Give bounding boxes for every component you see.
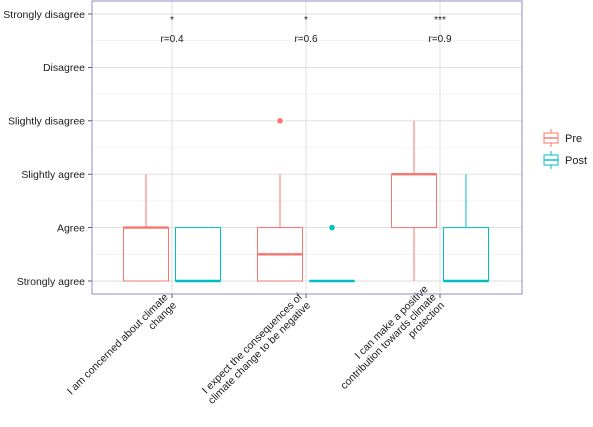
box-body xyxy=(175,227,221,282)
significance-annotations: * r=0.4 * r=0.6 *** r=0.9 xyxy=(160,15,452,45)
legend: Pre Post xyxy=(543,129,587,169)
box-pre-3 xyxy=(391,120,437,281)
y-tick-label: Slightly disagree xyxy=(8,116,85,128)
x-tick-label-line: I expect the consequences of xyxy=(200,291,305,396)
panel-border xyxy=(91,0,523,295)
legend-item-post: Post xyxy=(543,151,587,169)
y-tick-label: Strongly disagree xyxy=(3,9,85,21)
legend-label: Post xyxy=(565,155,587,167)
legend-item-pre: Pre xyxy=(543,129,582,147)
y-tick-label: Disagree xyxy=(43,62,85,74)
y-axis-tick-labels: Strongly agree Agree Slightly agree Slightl… xyxy=(3,9,92,288)
box-post-3 xyxy=(443,174,489,283)
box-body xyxy=(443,227,489,282)
x-tick-label-line: climate change to be negative xyxy=(206,299,313,406)
effect-size-label: r=0.6 xyxy=(294,34,318,45)
y-tick-label: Agree xyxy=(57,222,85,234)
box-post-2 xyxy=(309,224,355,283)
outlier-point xyxy=(329,224,335,231)
effect-size-label: r=0.4 xyxy=(160,34,184,45)
box-post-1 xyxy=(175,227,221,283)
significance-stars: * xyxy=(304,15,308,26)
box-pre-1 xyxy=(123,174,169,282)
x-tick-label-line: I am concerned about climate xyxy=(65,291,171,397)
y-tick-label: Strongly agree xyxy=(17,276,85,288)
y-tick-label: Slightly agree xyxy=(21,169,85,181)
box-body xyxy=(391,173,437,229)
legend-label: Pre xyxy=(565,133,582,145)
significance-stars: * xyxy=(170,15,174,26)
box-layer xyxy=(123,118,489,283)
significance-stars: *** xyxy=(434,15,446,26)
effect-size-label: r=0.9 xyxy=(428,34,452,45)
outlier-point xyxy=(277,118,283,124)
x-tick-label-line: contribution towards climate xyxy=(338,291,439,392)
box-body xyxy=(123,227,169,282)
box-pre-2 xyxy=(257,118,303,282)
